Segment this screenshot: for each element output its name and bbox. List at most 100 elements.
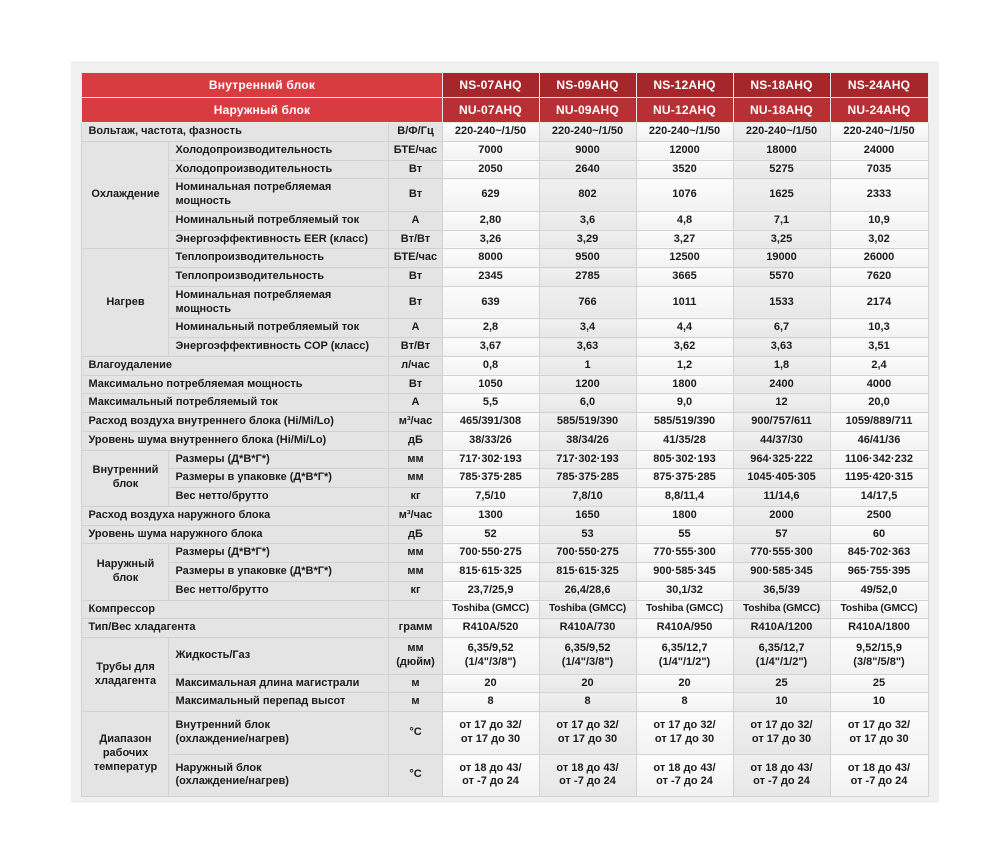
cell-value: 8 [635,692,734,712]
table-row: Номинальная потребляемая мощность Вт 629… [82,178,929,212]
row-unit: м [388,673,443,694]
row-label: Энергоэффективность EER (класс) [168,229,390,250]
cell-value: 2,80 [441,210,540,231]
cell-value: 20 [538,673,637,694]
cell-value: 44/37/30 [732,430,831,451]
cell-value: 26,4/28,6 [538,580,637,601]
table-row: Максимальная длина магистрали м 20 20 20… [82,673,929,694]
row-label: Внутренний блок (охлаждение/нагрев) [168,711,390,755]
cell-value: 770·555·300 [732,543,831,563]
cell-value: Toshiba (GMCC) [441,599,540,620]
cell-value: 3,4 [538,318,637,338]
cell-value: 3,51 [829,337,929,357]
row-label: Максимально потребляемая мощность [81,374,390,395]
cell-value: 26000 [829,248,929,268]
row-label: Расход воздуха наружного блока [81,505,390,526]
cell-value: 900·585·345 [635,562,734,582]
table-row: Максимальный перепад высот м 8 8 8 10 10 [82,692,929,712]
cell-value: 465/391/308 [441,412,540,432]
row-label: Размеры в упаковке (Д*В*Г*) [168,562,390,582]
cell-value: 9000 [538,140,637,161]
row-unit: А [388,210,443,231]
table-row: Теплопроизводительность Вт 2345 2785 366… [82,267,929,287]
cell-value: 41/35/28 [635,430,734,451]
table-row: Энергоэффективность COP (класс) Вт/Вт 3,… [82,337,929,357]
row-unit: Вт [388,374,443,395]
indoor-model: NS-24AHQ [829,72,929,98]
row-label: Номинальный потребляемый ток [168,318,390,338]
cell-value: 7620 [829,267,929,287]
outdoor-model: NU-18AHQ [732,97,831,123]
cell-value: 1300 [441,505,540,526]
cell-value: 1,2 [635,355,734,376]
cell-value: 38/34/26 [538,430,637,451]
cell-value: 3665 [635,267,734,287]
row-label: Максимальная длина магистрали [168,673,390,694]
row-label: Влагоудаление [81,355,390,376]
cell-value: 2500 [829,505,929,526]
row-unit: °C [388,711,443,755]
cell-value: 220-240~/1/50 [635,122,734,142]
cell-value: 3,63 [538,337,637,357]
row-label: Наружный блок (охлаждение/нагрев) [168,753,390,797]
cell-value: 1045·405·305 [732,468,831,488]
table-row: Вес нетто/брутто кг 23,7/25,9 26,4/28,6 … [82,580,929,601]
table-row: Размеры в упаковке (Д*В*Г*) мм 815·615·3… [82,562,929,582]
cell-value: 24000 [829,140,929,161]
cell-value: 6,35/12,7 (1/4"/1/2") [732,637,831,675]
table-row: Номинальный потребляемый ток А 2,8 3,4 4… [82,318,929,338]
row-unit: дБ [388,430,443,451]
outdoor-model: NU-12AHQ [635,97,734,123]
table-row: Компрессор Toshiba (GMCC) Toshiba (GMCC)… [81,599,929,620]
row-label: Энергоэффективность COP (класс) [168,337,390,357]
cell-value: 2000 [732,505,831,526]
cell-value: 57 [732,524,831,545]
row-label: Вес нетто/брутто [168,580,390,601]
cell-value: 5,5 [441,393,540,413]
cell-value: 46/41/36 [829,430,929,451]
cell-value: 3,26 [441,229,540,250]
cell-value: 717·302·193 [441,449,540,470]
group-label-temp-range: Диапазон рабочих температур [81,711,170,797]
cell-value: 717·302·193 [538,449,637,470]
cell-value: 8,8/11,4 [635,487,734,507]
cell-value: 965·755·395 [829,562,929,582]
cell-value: 6,7 [732,318,831,338]
cell-value: 20 [635,673,734,694]
row-label: Вольтаж, частота, фазность [81,122,390,142]
cell-value: 1011 [635,285,734,320]
table-row: Диапазон рабочих температур Внутренний б… [81,711,929,797]
row-label: Жидкость/Газ [168,637,390,675]
cell-value: 1 [538,355,637,376]
cell-value: 639 [441,285,540,320]
cell-value: 1800 [635,505,734,526]
cell-value: 2345 [441,267,540,287]
table-row: Размеры в упаковке (Д*В*Г*) мм 785·375·2… [82,468,929,488]
cell-value: 5570 [732,267,831,287]
cell-value: 815·615·325 [538,562,637,582]
outdoor-header-row: Наружный блок NU-07AHQ NU-09AHQ NU-12AHQ… [81,97,929,123]
row-unit: мм [388,543,443,563]
cell-value: 7,5/10 [441,487,540,507]
table-row: Максимально потребляемая мощность Вт 105… [81,374,929,395]
row-label: Тип/Вес хладагента [81,618,390,638]
row-unit: БТЕ/час [388,248,443,268]
row-unit: Вт/Вт [388,337,443,357]
outdoor-model: NU-24AHQ [829,97,929,123]
cell-value: 1,8 [732,355,831,376]
table-row: Наружный блок Размеры (Д*В*Г*) мм 700·55… [81,543,929,601]
table-row: Нагрев Теплопроизводительность БТЕ/час 8… [81,248,929,357]
cell-value: 2333 [829,178,929,212]
cell-value: 2174 [829,285,929,320]
row-label: Компрессор [81,599,390,620]
cell-value: 10 [829,692,929,712]
cell-value: Toshiba (GMCC) [732,599,831,620]
indoor-header-row: Внутренний блок NS-07AHQ NS-09AHQ NS-12A… [81,72,929,98]
cell-value: от 18 до 43/ от -7 до 24 [538,753,637,797]
table-row: Холодопроизводительность Вт 2050 2640 35… [82,159,929,180]
row-unit: Вт/Вт [388,229,443,250]
outdoor-model: NU-09AHQ [538,97,637,123]
cell-value: от 18 до 43/ от -7 до 24 [441,753,540,797]
cell-value: 8 [538,692,637,712]
cell-value: 0,8 [441,355,540,376]
